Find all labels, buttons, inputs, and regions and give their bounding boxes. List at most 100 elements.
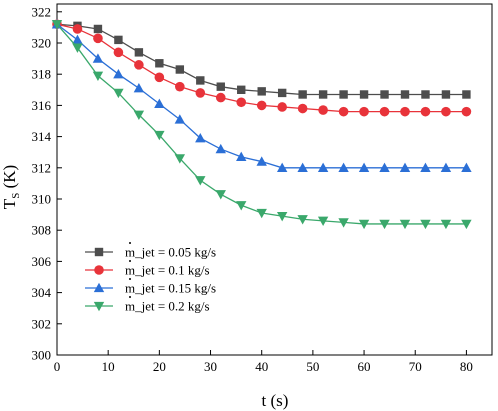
data-point [72, 24, 83, 34]
y-axis-title-subscript: S [10, 193, 22, 199]
legend-overdot [129, 296, 131, 298]
x-tick-label: 50 [306, 359, 319, 374]
data-point [440, 162, 452, 172]
data-point [399, 219, 411, 230]
legend-overdot [129, 260, 131, 262]
data-point [379, 106, 390, 117]
data-point [276, 162, 288, 172]
y-tick-label: 304 [32, 285, 52, 300]
data-point [297, 162, 308, 172]
data-point [92, 71, 104, 81]
data-point [236, 97, 247, 108]
y-tick-label: 320 [32, 36, 52, 51]
data-point [236, 151, 247, 162]
series-2 [52, 19, 472, 117]
plot-frame [56, 3, 493, 356]
data-point [338, 162, 349, 172]
data-point [196, 76, 205, 85]
data-point [317, 162, 329, 172]
data-point [154, 98, 165, 108]
data-point [380, 90, 389, 99]
data-point [174, 154, 186, 164]
data-point [154, 72, 165, 83]
data-point [462, 90, 471, 99]
y-tick-label: 322 [32, 4, 52, 19]
data-point [113, 47, 124, 58]
series-3 [51, 19, 472, 172]
data-point [72, 43, 83, 53]
x-tick-label: 30 [204, 359, 217, 374]
data-point [93, 33, 103, 44]
data-point [359, 106, 369, 117]
x-tick-label: 80 [460, 359, 473, 374]
data-point [338, 218, 349, 228]
y-tick-label: 312 [32, 160, 52, 175]
data-point [359, 90, 369, 99]
data-point [113, 88, 124, 99]
data-point [420, 219, 431, 230]
x-tick-label: 0 [54, 359, 61, 374]
legend-label: m_jet = 0.1 kg/s [125, 263, 210, 278]
data-point [379, 219, 390, 230]
data-point [358, 219, 370, 230]
data-point [216, 82, 225, 91]
data-point [298, 90, 307, 99]
data-point [133, 83, 145, 93]
data-point [114, 35, 123, 45]
data-point [236, 201, 247, 211]
data-point [256, 208, 267, 219]
legend-marker [93, 282, 105, 293]
data-point [379, 162, 390, 172]
y-axis-title-main: T [0, 198, 19, 209]
data-point [215, 92, 226, 103]
data-point [237, 85, 246, 94]
data-point [461, 106, 472, 117]
data-point [134, 60, 144, 70]
legend-marker [94, 265, 104, 275]
data-point [215, 190, 226, 200]
x-tick-label: 70 [409, 359, 422, 374]
data-point [51, 20, 63, 30]
legend: m_jet = 0.05 kg/s m_jet = 0.1 kg/s m_jet =… [85, 242, 216, 314]
data-point [440, 219, 452, 230]
legend-label: m_jet = 0.2 kg/s [125, 299, 210, 314]
legend-entry-4: m_jet = 0.2 kg/s [85, 296, 210, 314]
legend-label: m_jet = 0.15 kg/s [125, 281, 216, 296]
legend-overdot [129, 278, 131, 280]
series-4 [51, 20, 472, 230]
data-point [400, 106, 410, 117]
data-point [276, 212, 288, 222]
data-point [399, 162, 411, 172]
data-point [195, 176, 206, 186]
data-point [93, 24, 103, 34]
data-point [195, 88, 206, 98]
data-point [338, 106, 349, 117]
legend-entry-3: m_jet = 0.15 kg/s [85, 278, 216, 296]
series-1 [52, 20, 471, 99]
x-tick-label: 40 [255, 359, 268, 374]
data-point [339, 90, 348, 99]
data-point [215, 143, 226, 154]
data-point [461, 219, 472, 230]
legend-marker [94, 247, 104, 257]
data-point [318, 105, 328, 115]
data-point [113, 69, 124, 79]
data-point [421, 90, 430, 99]
y-tick-label: 308 [32, 223, 52, 238]
data-point [441, 106, 451, 117]
data-point [297, 215, 308, 225]
data-point [256, 156, 267, 166]
x-tick-label: 20 [153, 359, 166, 374]
data-point [175, 65, 185, 74]
plot-axes: 0 10 20 30 40 50 60 70 80 300 302 304 306 308 310 312 31… [32, 3, 493, 374]
legend-entry-1: m_jet = 0.05 kg/s [85, 242, 216, 260]
y-tick-label: 318 [32, 67, 52, 82]
data-point [155, 59, 164, 68]
legend-entry-2: m_jet = 0.1 kg/s [85, 260, 210, 278]
data-point [420, 162, 431, 172]
legend-label: m_jet = 0.05 kg/s [125, 245, 216, 260]
y-tick-label: 310 [32, 192, 52, 207]
data-point [175, 81, 185, 92]
series-layer [51, 19, 472, 230]
